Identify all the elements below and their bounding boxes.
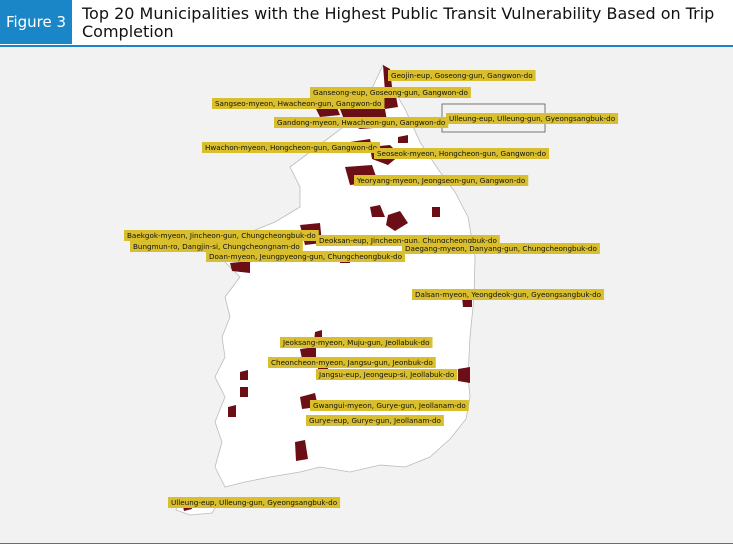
label: Ulleung-eup, Ulleung-gun, Gyeongsangbuk-… xyxy=(449,114,615,123)
label: Hwachon-myeon, Hongcheon-gun, Gangwon-do xyxy=(205,143,377,152)
label-box xyxy=(316,235,500,246)
label: Daegang-myeon, Danyang-gun, Chungcheongb… xyxy=(405,244,597,253)
label: Gandong-myeon, Hwacheon-gun, Gangwon-do xyxy=(277,118,445,127)
label: Geojin-eup, Goseong-gun, Gangwon-do xyxy=(391,71,533,80)
label: Jeoksang-myeon, Muju-gun, Jeollabuk-do xyxy=(282,338,429,347)
label-box xyxy=(354,175,529,186)
label-box xyxy=(388,70,536,81)
label-box xyxy=(130,241,303,252)
label: Sangseo-myeon, Hwacheon-gun, Gangwon-do xyxy=(215,99,381,108)
figure-title: Top 20 Municipalities with the Highest P… xyxy=(82,4,715,41)
map: Geojin-eup, Goseong-gun, Gangwon-do Ganse… xyxy=(0,47,733,543)
figure-label: Figure 3 xyxy=(0,0,72,44)
label-box xyxy=(374,148,550,159)
label: Bungmun-ro, Dangjin-si, Chungcheongnam-d… xyxy=(133,242,300,251)
label-box xyxy=(274,117,449,128)
footer-rule xyxy=(0,543,733,544)
label-box xyxy=(412,289,605,300)
label-box xyxy=(316,369,458,380)
label: Yeoryang-myeon, Jeongseon-gun, Gangwon-d… xyxy=(356,176,525,185)
label: Baekgok-myeon, Jincheon-gun, Chungcheong… xyxy=(127,231,316,240)
label-box xyxy=(168,497,341,508)
label-box xyxy=(446,113,619,124)
label-box xyxy=(402,243,600,254)
label-box xyxy=(212,98,385,109)
labels: Geojin-eup, Goseong-gun, Gangwon-do Ganse… xyxy=(124,70,619,508)
label-box xyxy=(306,415,444,426)
label: Gurye-eup, Gurye-gun, Jeollanam-do xyxy=(309,416,441,425)
label-box xyxy=(124,230,319,241)
label-box xyxy=(310,87,471,98)
label: Doan-myeon, Jeungpyeong-gun, Chungcheong… xyxy=(209,252,402,261)
label: Deoksan-eup, Jincheon-gun, Chungcheongbu… xyxy=(319,236,497,245)
label-box xyxy=(310,400,469,411)
label: Cheoncheon-myeon, Jangsu-gun, Jeonbuk-do xyxy=(271,358,433,367)
label: Seoseok-myeon, Hongcheon-gun, Gangwon-do xyxy=(377,149,546,158)
label: Ulleung-eup, Ulleung-gun, Gyeongsangbuk-… xyxy=(171,498,337,507)
label-box xyxy=(206,251,406,262)
label-box xyxy=(268,357,436,368)
label: Ganseong-eup, Goseong-gun, Gangwon-do xyxy=(313,88,468,97)
peninsula xyxy=(214,64,476,488)
header-rule xyxy=(0,45,733,47)
label-box xyxy=(280,337,433,348)
label: Gwangui-myeon, Gurye-gun, Jeollanam-do xyxy=(313,401,466,410)
label: Dalsan-myeon, Yeongdeok-gun, Gyeongsangb… xyxy=(415,290,601,299)
label-box xyxy=(202,142,381,153)
label: Jangsu-eup, Jeongeup-si, Jeollabuk-do xyxy=(318,370,454,379)
